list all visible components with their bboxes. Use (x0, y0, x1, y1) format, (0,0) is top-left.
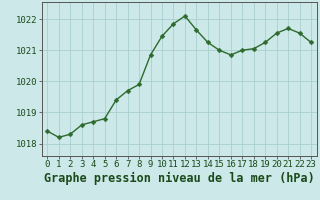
X-axis label: Graphe pression niveau de la mer (hPa): Graphe pression niveau de la mer (hPa) (44, 172, 315, 185)
